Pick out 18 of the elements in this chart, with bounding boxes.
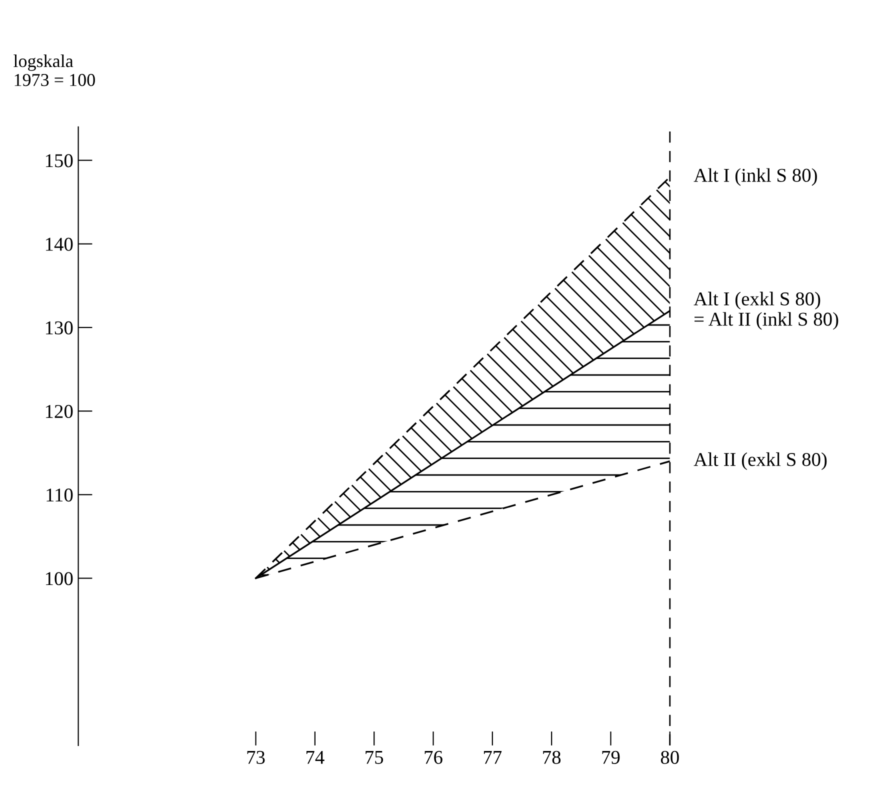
series-label: Alt I (exkl S 80) = Alt II (inkl S 80) [694,292,838,330]
series-label: Alt I (inkl S 80) [694,168,817,186]
x-tick-label: 74 [306,750,324,764]
x-tick-label: 76 [424,750,442,764]
x-tick-label: 73 [247,750,265,764]
y-tick-label: 120 [46,404,73,418]
y-tick-label: 150 [46,154,73,168]
y-tick-label: 110 [46,488,73,502]
series-label: Alt II (exkl S 80) [694,452,827,470]
y-axis-title: logskala 1973 = 100 [14,54,95,86]
x-tick-label: 79 [602,750,620,764]
y-tick-label: 100 [46,572,73,586]
x-tick-label: 80 [660,750,679,764]
x-tick-label: 77 [484,751,502,764]
x-tick-label: 75 [366,751,384,764]
x-tick-label: 78 [543,750,561,764]
y-tick-label: 130 [46,321,73,334]
y-tick-label: 140 [46,238,73,251]
